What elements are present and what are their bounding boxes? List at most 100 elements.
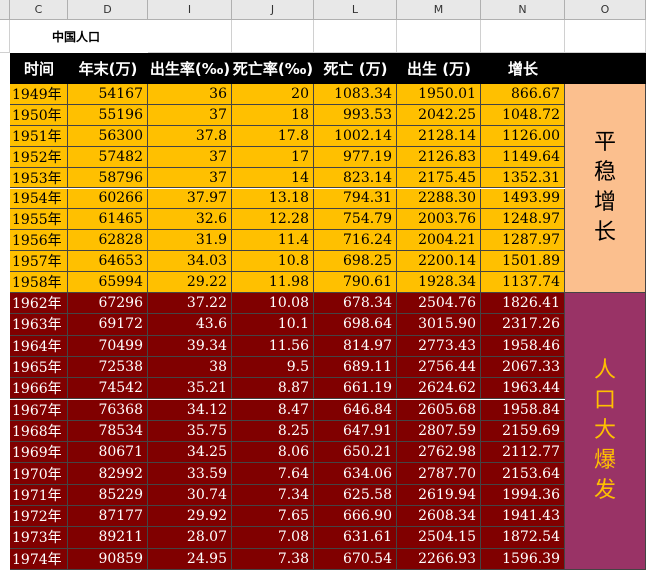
cell-births[interactable]: 2787.70 xyxy=(397,463,481,485)
cell-population[interactable]: 58796 xyxy=(68,167,148,189)
cell-year[interactable]: 1972年 xyxy=(10,506,68,528)
cell-births[interactable]: 2126.83 xyxy=(397,146,481,168)
column-header-d[interactable]: D xyxy=(68,0,148,20)
cell-births[interactable]: 2288.30 xyxy=(397,188,481,210)
cell-births[interactable]: 1950.01 xyxy=(397,84,481,105)
cell-births[interactable]: 2003.76 xyxy=(397,209,481,231)
cell-death-rate[interactable]: 11.98 xyxy=(232,272,314,293)
cell-growth[interactable]: 1048.72 xyxy=(481,104,565,126)
cell-growth[interactable]: 1126.00 xyxy=(481,125,565,147)
header-births[interactable]: 出生 (万) xyxy=(397,53,481,84)
cell-births[interactable]: 2608.34 xyxy=(397,506,481,528)
column-corner[interactable] xyxy=(0,0,10,20)
cell-growth[interactable]: 1941.43 xyxy=(481,506,565,528)
header-deaths[interactable]: 死亡 (万) xyxy=(314,53,397,84)
cell-growth[interactable]: 1826.41 xyxy=(481,293,565,315)
cell-death-rate[interactable]: 7.65 xyxy=(232,506,314,528)
cell-population[interactable]: 90859 xyxy=(68,548,148,570)
cell-deaths[interactable]: 814.97 xyxy=(314,335,397,357)
header-blank[interactable] xyxy=(565,53,646,84)
header-time[interactable]: 时间 xyxy=(10,53,68,84)
column-header-c[interactable]: C xyxy=(10,0,68,20)
cell-deaths[interactable]: 631.61 xyxy=(314,527,397,549)
cell-births[interactable]: 2619.94 xyxy=(397,484,481,506)
cell-year[interactable]: 1950年 xyxy=(10,104,68,126)
column-header-o[interactable]: O xyxy=(565,0,646,20)
cell-birth-rate[interactable]: 32.6 xyxy=(148,209,232,231)
empty-cell[interactable] xyxy=(481,20,565,53)
cell-growth[interactable]: 2159.69 xyxy=(481,420,565,443)
cell-birth-rate[interactable]: 28.07 xyxy=(148,527,232,549)
cell-death-rate[interactable]: 8.47 xyxy=(232,399,314,421)
cell-growth[interactable]: 1994.36 xyxy=(481,484,565,506)
cell-births[interactable]: 2175.45 xyxy=(397,167,481,189)
cell-growth[interactable]: 1596.39 xyxy=(481,548,565,570)
cell-deaths[interactable]: 698.25 xyxy=(314,251,397,273)
cell-year[interactable]: 1951年 xyxy=(10,125,68,147)
cell-deaths[interactable]: 1002.14 xyxy=(314,125,397,147)
cell-birth-rate[interactable]: 35.21 xyxy=(148,378,232,400)
cell-growth[interactable]: 1493.99 xyxy=(481,188,565,210)
cell-death-rate[interactable]: 10.08 xyxy=(232,293,314,315)
cell-birth-rate[interactable]: 24.95 xyxy=(148,548,232,570)
cell-death-rate[interactable]: 7.08 xyxy=(232,527,314,549)
cell-population[interactable]: 64653 xyxy=(68,251,148,273)
cell-year[interactable]: 1956年 xyxy=(10,230,68,252)
empty-cell[interactable] xyxy=(314,20,397,53)
cell-population[interactable]: 82992 xyxy=(68,463,148,485)
cell-birth-rate[interactable]: 29.22 xyxy=(148,272,232,293)
cell-population[interactable]: 55196 xyxy=(68,104,148,126)
empty-cell[interactable] xyxy=(232,20,314,53)
cell-year[interactable]: 1966年 xyxy=(10,378,68,400)
cell-deaths[interactable]: 647.91 xyxy=(314,420,397,443)
cell-population[interactable]: 69172 xyxy=(68,314,148,336)
cell-population[interactable]: 60266 xyxy=(68,188,148,210)
cell-growth[interactable]: 1958.46 xyxy=(481,335,565,357)
cell-growth[interactable]: 1501.89 xyxy=(481,251,565,273)
cell-year[interactable]: 1969年 xyxy=(10,442,68,464)
cell-population[interactable]: 74542 xyxy=(68,378,148,400)
cell-population[interactable]: 87177 xyxy=(68,506,148,528)
cell-population[interactable]: 72538 xyxy=(68,356,148,379)
cell-death-rate[interactable]: 7.34 xyxy=(232,484,314,506)
cell-growth[interactable]: 2153.64 xyxy=(481,463,565,485)
cell-deaths[interactable]: 1083.34 xyxy=(314,84,397,105)
column-header-n[interactable]: N xyxy=(481,0,565,20)
cell-birth-rate[interactable]: 36 xyxy=(148,84,232,105)
sheet-title[interactable]: 中国人口 xyxy=(52,30,101,44)
cell-population[interactable]: 85229 xyxy=(68,484,148,506)
cell-year[interactable]: 1974年 xyxy=(10,548,68,570)
cell-births[interactable]: 2200.14 xyxy=(397,251,481,273)
header-growth[interactable]: 增长 xyxy=(481,53,565,84)
cell-death-rate[interactable]: 12.28 xyxy=(232,209,314,231)
cell-births[interactable]: 2624.62 xyxy=(397,378,481,400)
cell-year[interactable]: 1955年 xyxy=(10,209,68,231)
column-header-j[interactable]: J xyxy=(232,0,314,20)
cell-death-rate[interactable]: 7.64 xyxy=(232,463,314,485)
cell-births[interactable]: 2504.15 xyxy=(397,527,481,549)
cell-death-rate[interactable]: 8.06 xyxy=(232,442,314,464)
cell-deaths[interactable]: 661.19 xyxy=(314,378,397,400)
empty-cell[interactable] xyxy=(148,20,232,53)
cell-population[interactable]: 76368 xyxy=(68,399,148,421)
cell-year[interactable]: 1949年 xyxy=(10,84,68,105)
cell-growth[interactable]: 866.67 xyxy=(481,84,565,105)
cell-population[interactable]: 80671 xyxy=(68,442,148,464)
phase-boom-label[interactable]: 人 口 大 爆 发 xyxy=(565,293,646,570)
cell-death-rate[interactable]: 17.8 xyxy=(232,125,314,147)
cell-year[interactable]: 1973年 xyxy=(10,527,68,549)
cell-deaths[interactable]: 794.31 xyxy=(314,188,397,210)
column-header-m[interactable]: M xyxy=(397,0,481,20)
cell-growth[interactable]: 1248.97 xyxy=(481,209,565,231)
cell-year[interactable]: 1957年 xyxy=(10,251,68,273)
empty-cell[interactable] xyxy=(397,20,481,53)
cell-population[interactable]: 78534 xyxy=(68,420,148,443)
cell-population[interactable]: 67296 xyxy=(68,293,148,315)
cell-year[interactable]: 1958年 xyxy=(10,272,68,293)
cell-birth-rate[interactable]: 38 xyxy=(148,356,232,379)
cell-year[interactable]: 1964年 xyxy=(10,335,68,357)
header-year-end[interactable]: 年末(万) xyxy=(68,53,148,84)
cell-deaths[interactable]: 650.21 xyxy=(314,442,397,464)
cell-growth[interactable]: 1963.44 xyxy=(481,378,565,400)
cell-birth-rate[interactable]: 37.22 xyxy=(148,293,232,315)
